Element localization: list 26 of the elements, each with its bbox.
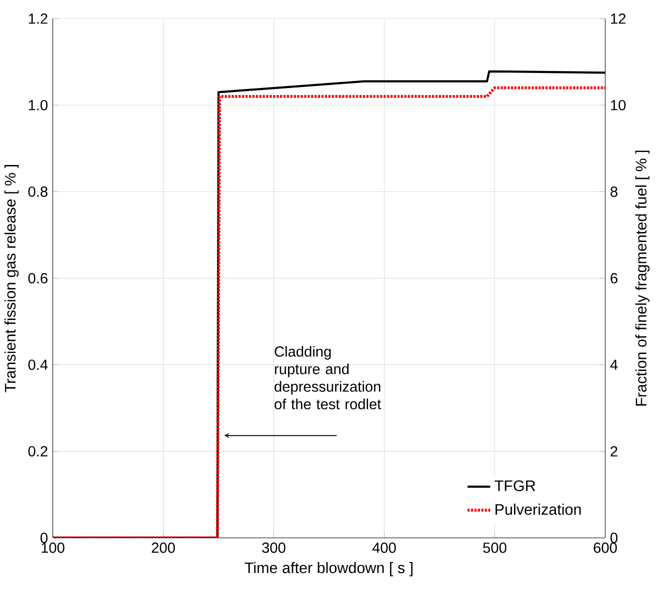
y-tick-label: 0.2 — [28, 446, 48, 457]
y2-tick-label: 8 — [610, 186, 618, 198]
legend-label: Pulverization — [496, 504, 581, 516]
x-tick-label: 200 — [152, 542, 175, 554]
y-tick-label: 0 — [40, 532, 48, 544]
x-tick-label: 100 — [42, 542, 64, 554]
y-tick-label: 1.2 — [28, 14, 48, 24]
y2-tick-label: 4 — [610, 360, 618, 370]
y2-axis-title: Fraction of finely fragmented fuel [ % ] — [635, 150, 650, 406]
annotation: Cladding rupture and depressurization of the test rodlet — [274, 346, 382, 410]
x-tick-label: 500 — [483, 542, 506, 554]
x-tick-label: 600 — [594, 542, 617, 554]
y2-tick-label: 6 — [610, 273, 618, 284]
y2-tick-label: 10 — [611, 100, 626, 111]
x-tick-label: 300 — [262, 542, 286, 554]
y-tick-label: 0.6 — [28, 273, 48, 284]
y-tick-label: 0.4 — [28, 360, 48, 370]
y-tick-label: 1.0 — [28, 100, 48, 111]
y-tick-label: 0.8 — [28, 186, 48, 198]
x-tick-label: 400 — [372, 542, 396, 554]
y2-tick-label: 0 — [610, 532, 618, 544]
y2-tick-label: 2 — [610, 446, 618, 457]
y2-tick-label: 12 — [611, 14, 626, 24]
y-axis-title: Transient fission gas release [ % ] — [4, 165, 19, 392]
x-axis-title: Time after blowdown [ s ] — [244, 562, 412, 576]
legend-label: TFGR — [494, 480, 536, 492]
